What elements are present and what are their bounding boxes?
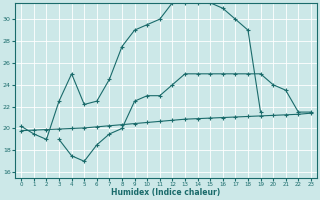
X-axis label: Humidex (Indice chaleur): Humidex (Indice chaleur) <box>111 188 221 197</box>
